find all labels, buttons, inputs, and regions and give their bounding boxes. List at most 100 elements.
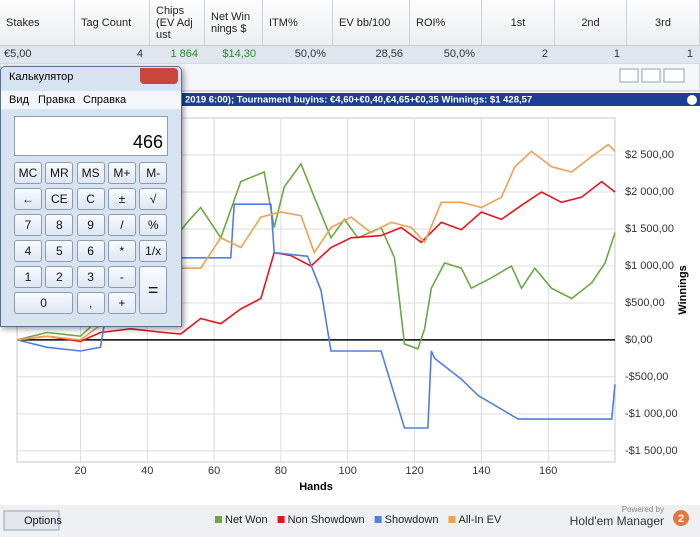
menu-item[interactable]: Правка <box>38 94 76 106</box>
column-header[interactable]: ROI% <box>410 0 482 45</box>
table-cell: $14,30 <box>222 48 256 60</box>
display <box>14 116 168 156</box>
minimize-button[interactable] <box>619 68 639 83</box>
legend-swatch <box>215 516 222 523</box>
calc-button[interactable]: 4 <box>14 240 42 262</box>
logo-badge <box>673 510 689 526</box>
column-header[interactable]: 3rd <box>627 0 700 45</box>
calc-button[interactable]: MS <box>76 162 105 184</box>
calc-button[interactable]: 0 <box>14 292 74 314</box>
calc-button[interactable]: * <box>107 240 136 262</box>
y-tick-label: $1 500,00 <box>625 223 674 235</box>
close-button[interactable] <box>663 68 685 83</box>
x-tick-label: 80 <box>275 465 287 477</box>
series-line <box>16 180 616 343</box>
table-header: Stakes Tag Count Chips (EV Adjust Net Winni… <box>0 0 700 46</box>
menu-bar <box>1 91 181 109</box>
options-label[interactable]: Options <box>24 515 62 527</box>
bottom-bar <box>0 505 700 537</box>
table-cell: 1 <box>613 48 620 60</box>
calc-button[interactable]: ± <box>107 188 136 210</box>
legend-label: Showdown <box>385 514 439 526</box>
logo: 2 <box>678 513 684 525</box>
calc-button[interactable]: MR <box>45 162 74 184</box>
menu-item[interactable]: Вид <box>9 94 29 106</box>
calc-button[interactable]: - <box>107 266 136 288</box>
calc-button[interactable]: 7 <box>14 214 42 236</box>
y-tick-label: $0,00 <box>625 334 653 346</box>
calc-button[interactable]: CE <box>45 188 74 210</box>
legend-label: Non Showdown <box>288 514 365 526</box>
legend-swatch <box>448 516 456 523</box>
x-axis-label: Hands <box>299 481 333 493</box>
calc-button[interactable]: 9 <box>76 214 105 236</box>
calc-button[interactable]: 1 <box>14 266 42 288</box>
table-row[interactable]: €5,00 4 1 864 $14,30 50,0% 28,56 50,0% 2 1 1 <box>0 46 700 64</box>
chart-window: 2019 6:00); Tournament buyins: €4,60+€0,… <box>0 63 700 537</box>
calc-button[interactable]: = <box>139 266 168 314</box>
calc-button[interactable]: 2 <box>45 266 74 288</box>
y-axis-label: Winnings <box>677 265 689 314</box>
calc-button[interactable]: M+ <box>107 162 136 184</box>
calc-button[interactable]: + <box>107 292 136 314</box>
column-header[interactable]: EV bb/100 <box>333 0 410 45</box>
calc-button[interactable]: 5 <box>45 240 74 262</box>
calc-button[interactable]: √ <box>139 188 168 210</box>
table-cell: 2 <box>541 48 548 60</box>
y-tick-label: $1 000,00 <box>625 260 674 272</box>
calc-button[interactable]: , <box>76 292 105 314</box>
powered-by: Powered by <box>622 505 664 514</box>
legend-label: Net Won <box>225 514 268 526</box>
y-tick-label: $2 500,00 <box>625 149 674 161</box>
column-header[interactable]: Stakes <box>0 0 75 45</box>
x-tick-label: 20 <box>74 465 86 477</box>
display-value: 466 <box>132 132 163 152</box>
menu-item[interactable]: Справка <box>83 94 127 106</box>
table-cell: 28,56 <box>375 48 403 60</box>
calculator: Калькулятор 466 Вид Правка Справка MC MR MS M+… <box>0 66 182 327</box>
x-tick-label: 140 <box>472 465 490 477</box>
options-button[interactable] <box>3 510 60 531</box>
legend-label: All-In EV <box>458 514 501 526</box>
x-tick-label: 60 <box>208 465 220 477</box>
table-cell: 50,0% <box>294 48 326 60</box>
calc-button[interactable]: ← <box>14 188 42 210</box>
calc-button[interactable]: 1/x <box>139 240 168 262</box>
table-cell: 50,0% <box>443 48 475 60</box>
calc-button[interactable]: 6 <box>76 240 105 262</box>
calc-button[interactable]: M- <box>139 162 168 184</box>
column-header[interactable]: ITM% <box>263 0 333 45</box>
calc-button[interactable]: 3 <box>76 266 105 288</box>
table-cell: 1 <box>686 48 693 60</box>
table-cell: €5,00 <box>4 48 32 60</box>
table-cell: 1 864 <box>170 48 198 60</box>
legend-swatch <box>374 516 382 523</box>
table-cell: 4 <box>136 48 143 60</box>
column-header[interactable]: Tag Count <box>75 0 150 45</box>
calc-button[interactable]: 8 <box>45 214 74 236</box>
calculator-close[interactable] <box>140 68 178 84</box>
help-icon[interactable] <box>687 95 697 105</box>
calculator-title: Калькулятор <box>9 71 74 83</box>
calc-button[interactable]: % <box>139 214 168 236</box>
y-tick-label: $2 000,00 <box>625 186 674 198</box>
legend-swatch <box>277 516 285 523</box>
column-header[interactable]: 2nd <box>555 0 627 45</box>
x-tick-label: 100 <box>339 465 357 477</box>
column-header[interactable]: Net Winnings $ <box>205 0 263 45</box>
column-header[interactable]: 1st <box>482 0 555 45</box>
x-tick-label: 40 <box>141 465 153 477</box>
x-tick-label: 120 <box>405 465 423 477</box>
restore-button[interactable] <box>641 68 661 83</box>
column-header[interactable]: Chips (EV Adjust <box>150 0 205 45</box>
y-tick-label: -$500,00 <box>625 371 668 383</box>
calc-button[interactable]: C <box>76 188 105 210</box>
y-tick-label: -$1 000,00 <box>625 408 678 420</box>
series-line <box>16 162 616 350</box>
x-tick-label: 160 <box>539 465 557 477</box>
y-tick-label: $500,00 <box>625 297 665 309</box>
brand: Hold'em Manager <box>570 514 664 528</box>
y-tick-label: -$1 500,00 <box>625 445 678 457</box>
calc-button[interactable]: MC <box>14 162 42 184</box>
calc-button[interactable]: / <box>107 214 136 236</box>
